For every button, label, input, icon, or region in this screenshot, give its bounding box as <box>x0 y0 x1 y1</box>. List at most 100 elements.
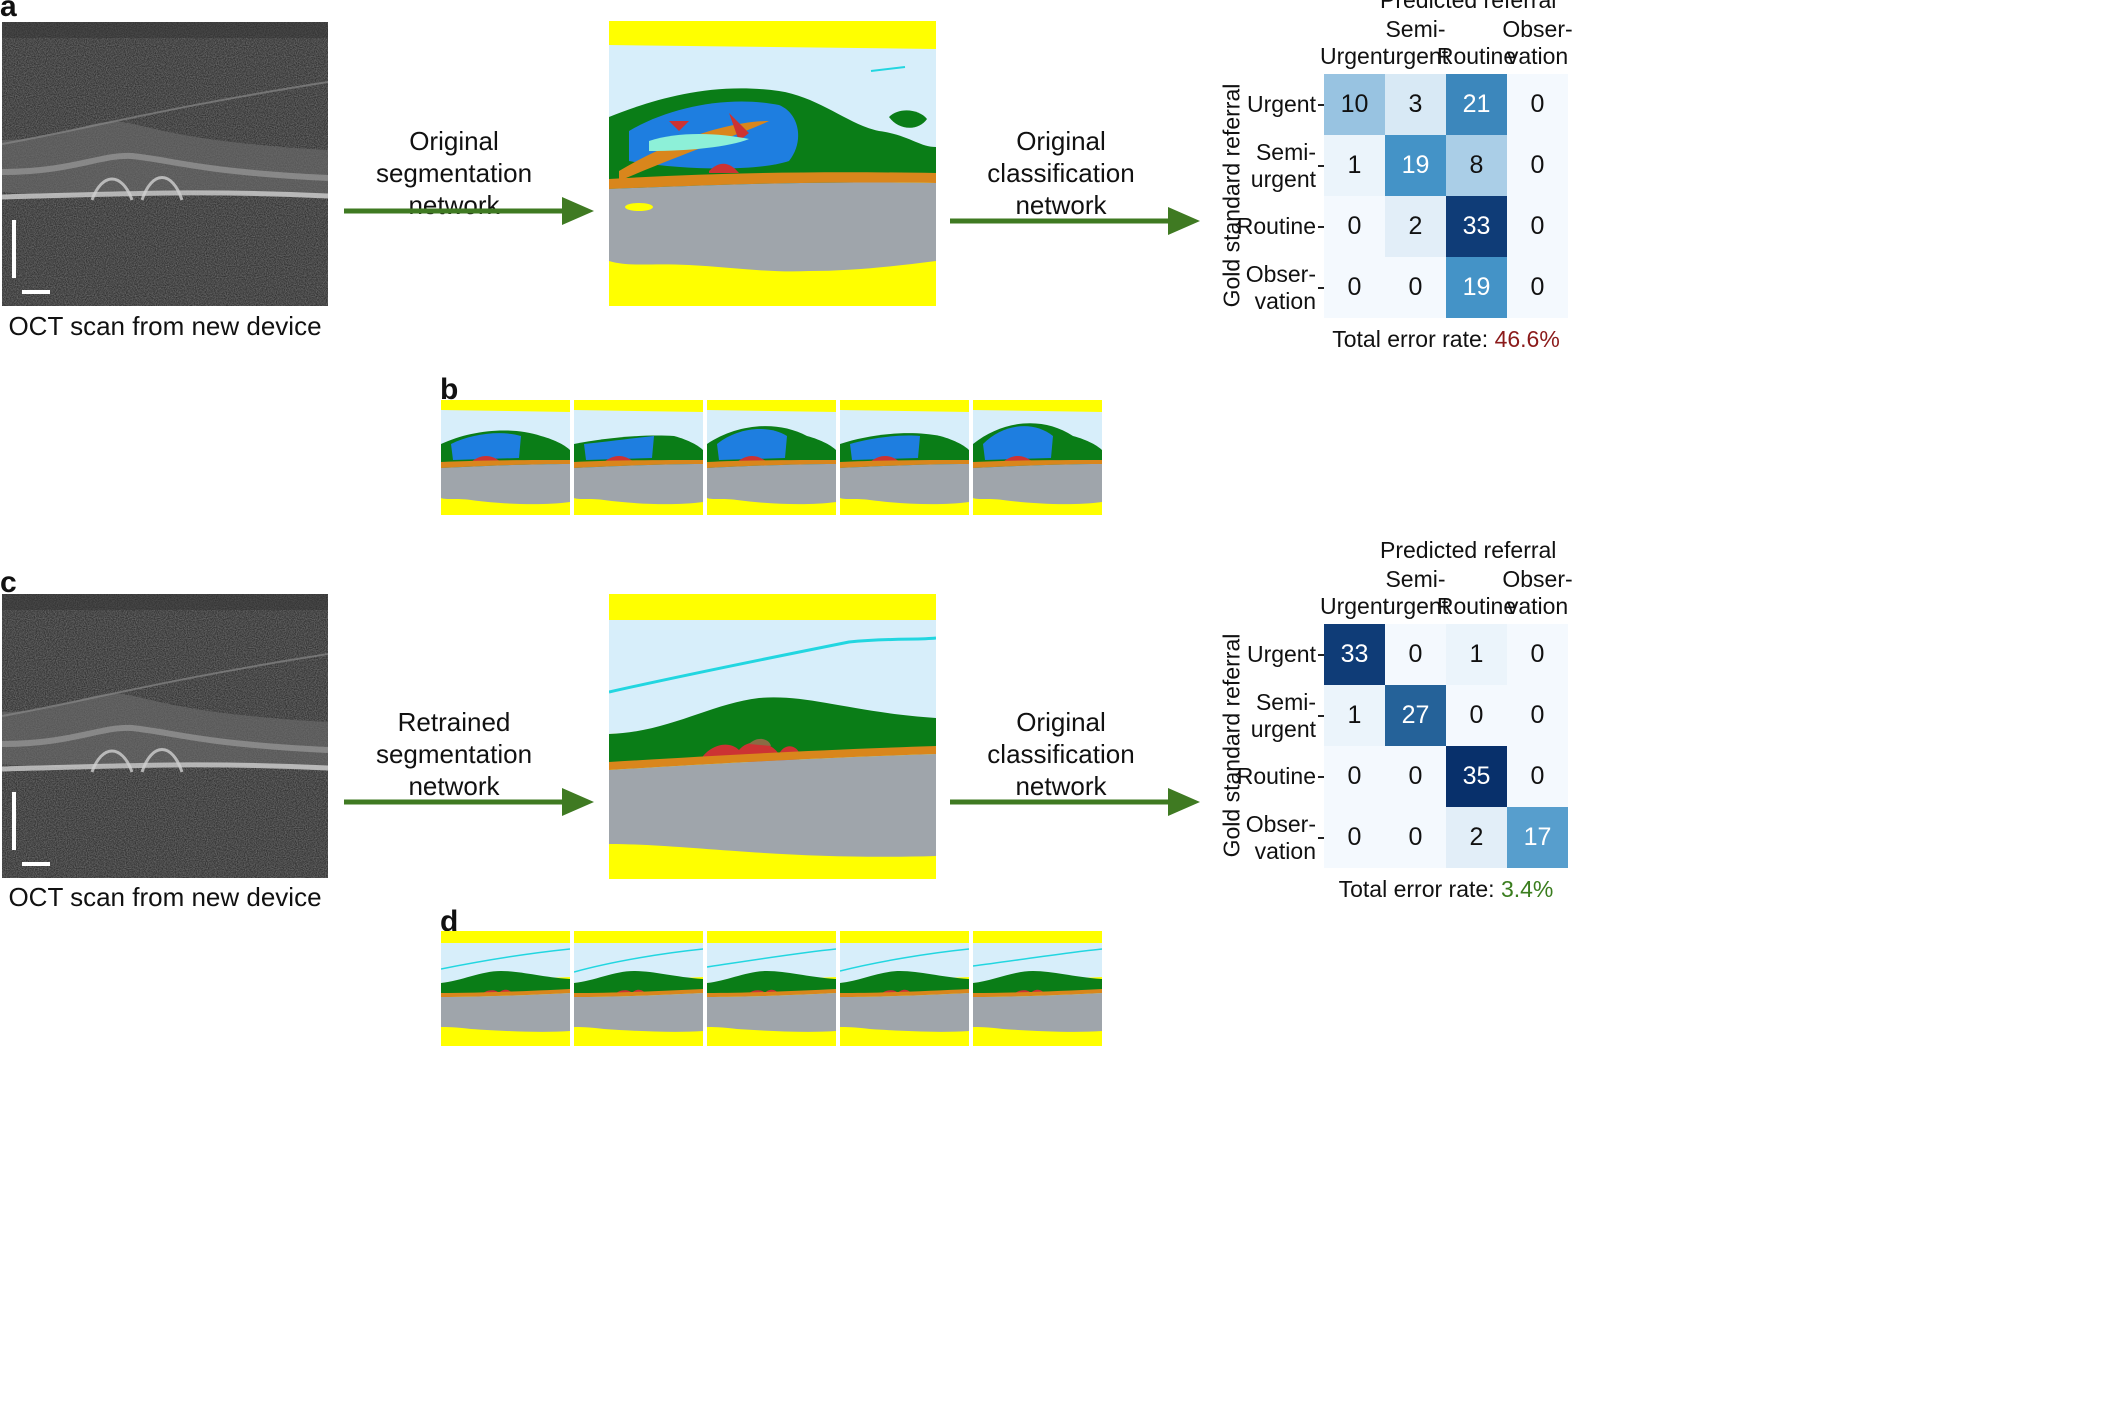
row-header-line: Semi- <box>1255 138 1316 165</box>
matrix-cell: 0 <box>1507 196 1568 257</box>
column-header: Urgent <box>1314 43 1395 70</box>
y-axis-label: Gold standard referral <box>1218 83 1245 308</box>
matrix-cell: 0 <box>1324 196 1385 257</box>
segmentation-thumbnail <box>973 931 1102 1046</box>
segmentation-thumbnail <box>840 400 969 515</box>
row-header-line: urgent <box>1250 165 1316 192</box>
matrix-cell: 21 <box>1446 74 1507 135</box>
step-label-classification-a: Original classification network <box>931 125 1191 221</box>
row-header: Obser-vation <box>1212 811 1316 865</box>
matrix-cell: 2 <box>1385 196 1446 257</box>
matrix-cell: 0 <box>1446 685 1507 746</box>
row-header-line: Routine <box>1236 213 1316 239</box>
row-header: Urgent <box>1212 641 1316 668</box>
matrix-cell: 1 <box>1446 624 1507 685</box>
row-header-line: Obser- <box>1245 810 1316 837</box>
column-header-line: vation <box>1506 43 1569 69</box>
oct-scan-image-c <box>2 594 328 878</box>
panel-letter-c: c <box>0 566 17 599</box>
matrix-cell: 27 <box>1385 685 1446 746</box>
matrix-cell: 0 <box>1507 135 1568 196</box>
step-line: Retrained <box>397 707 511 737</box>
column-header: Semi-urgent <box>1375 16 1456 70</box>
matrix-cell: 0 <box>1324 257 1385 318</box>
row-tick <box>1318 653 1324 656</box>
column-header-line: Routine <box>1436 43 1517 69</box>
scale-bar-horizontal <box>22 862 50 866</box>
column-header-line: Obser- <box>1502 16 1573 42</box>
row-tick <box>1318 286 1324 289</box>
row-header-line: Urgent <box>1246 91 1316 117</box>
step-label-classification-c: Original classification network <box>931 706 1191 802</box>
column-header: Obser-vation <box>1497 16 1578 70</box>
step-label-segmentation-c: Retrained segmentation network <box>324 706 584 802</box>
step-label-segmentation-a: Original segmentation network <box>324 125 584 221</box>
segmentation-thumbnail <box>973 400 1102 515</box>
thumbnail-strip-d <box>441 931 1103 1046</box>
matrix-cell: 10 <box>1324 74 1385 135</box>
error-label: Total error rate: <box>1332 326 1495 352</box>
matrix-cell: 0 <box>1324 746 1385 807</box>
column-header: Urgent <box>1314 593 1395 620</box>
step-line: Original <box>1016 707 1106 737</box>
matrix-cell: 0 <box>1385 624 1446 685</box>
matrix-cell: 0 <box>1385 257 1446 318</box>
segmentation-thumbnail <box>707 931 836 1046</box>
segmentation-thumbnail <box>441 931 570 1046</box>
matrix-cell: 17 <box>1507 807 1568 868</box>
step-line: Original <box>1016 126 1106 156</box>
confusion-matrix-c: Predicted referral Urgent Semi-urgent Routi… <box>1200 537 2122 910</box>
error-value: 46.6% <box>1494 326 1560 352</box>
row-tick <box>1318 714 1324 717</box>
segmentation-map-a <box>609 21 936 306</box>
matrix-cell: 3 <box>1385 74 1446 135</box>
matrix-grid: 33 0 1 0 1 27 0 0 0 0 35 0 0 0 2 17 <box>1324 624 1568 868</box>
scale-bar-vertical <box>12 792 16 850</box>
column-header: Obser-vation <box>1497 566 1578 620</box>
step-line: network <box>408 771 500 801</box>
row-header: Semi-urgent <box>1212 689 1316 743</box>
column-header-line: Urgent <box>1319 593 1390 619</box>
row-header: Semi-urgent <box>1212 139 1316 193</box>
step-line: classification <box>987 739 1135 769</box>
column-header-line: urgent <box>1382 43 1449 69</box>
matrix-cell: 0 <box>1507 685 1568 746</box>
step-line: network <box>1015 771 1107 801</box>
scale-bar-horizontal <box>22 290 50 294</box>
matrix-cell: 0 <box>1507 624 1568 685</box>
y-axis-label: Gold standard referral <box>1218 633 1245 858</box>
matrix-cell: 2 <box>1446 807 1507 868</box>
panel-letter-b: b <box>440 373 459 406</box>
oct-scan-image-a <box>2 22 328 306</box>
column-header: Routine <box>1436 593 1517 620</box>
thumbnail-strip-b <box>441 400 1103 515</box>
row-header: Routine <box>1212 213 1316 240</box>
segmentation-thumbnail <box>840 931 969 1046</box>
matrix-grid: 10 3 21 0 1 19 8 0 0 2 33 0 0 0 19 0 <box>1324 74 1568 318</box>
panel-letter-d: d <box>440 905 459 938</box>
column-header-line: Semi- <box>1385 566 1446 592</box>
arrow-segmentation-a <box>344 197 594 225</box>
matrix-cell: 0 <box>1507 746 1568 807</box>
matrix-cell: 35 <box>1446 746 1507 807</box>
panel-letter-a: a <box>0 0 17 23</box>
arrow-classification-a <box>950 207 1200 235</box>
total-error-rate: Total error rate: 3.4% <box>1284 876 1608 903</box>
matrix-cell: 1 <box>1324 685 1385 746</box>
segmentation-map-c <box>609 594 936 879</box>
column-header: Routine <box>1436 43 1517 70</box>
step-line: segmentation <box>375 158 533 188</box>
column-header-line: vation <box>1506 593 1569 619</box>
scale-bar-vertical <box>12 220 16 278</box>
row-tick <box>1318 164 1324 167</box>
matrix-cell: 0 <box>1507 257 1568 318</box>
row-header: Obser-vation <box>1212 261 1316 315</box>
row-header-line: Semi- <box>1255 688 1316 715</box>
confusion-matrix-a: Predicted referral Urgent Semi-urgent Routi… <box>1200 0 2122 360</box>
matrix-cell: 19 <box>1446 257 1507 318</box>
matrix-cell: 0 <box>1507 74 1568 135</box>
oct-caption-a: OCT scan from new device <box>8 311 322 341</box>
matrix-cell: 33 <box>1324 624 1385 685</box>
row-header-line: vation <box>1254 837 1316 864</box>
column-header-line: Semi- <box>1385 16 1446 42</box>
